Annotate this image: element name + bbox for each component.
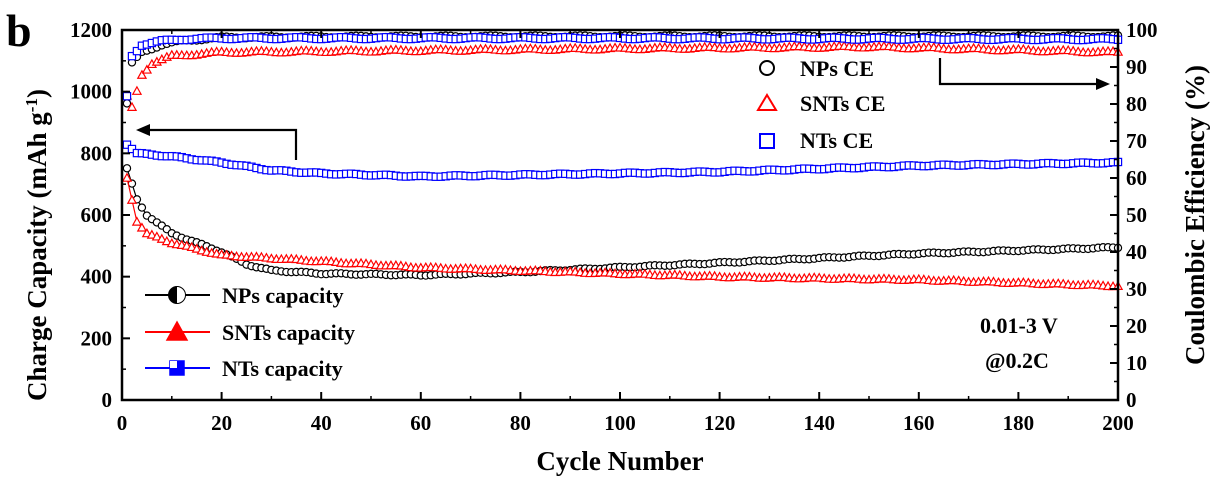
annotation-voltage: 0.01-3 V xyxy=(980,313,1058,338)
capacity-point xyxy=(131,216,143,226)
legend-cap-snts-label: SNTs capacity xyxy=(222,320,355,345)
ce-point xyxy=(136,69,148,79)
legend-ce: NPs CE SNTs CE NTs CE xyxy=(756,56,885,153)
legend-capacity: NPs capacity SNTs capacity NTs capacity xyxy=(145,283,355,381)
capacity-point xyxy=(122,140,132,149)
x-tick-label: 20 xyxy=(211,411,232,435)
ce-point xyxy=(127,51,137,61)
y-right-tick-label: 10 xyxy=(1126,351,1147,375)
x-axis-title: Cycle Number xyxy=(536,446,703,476)
capacity-point xyxy=(136,222,148,232)
y-left-tick-label: 0 xyxy=(102,388,113,412)
y-left-axis-title: Charge Capacity (mAh g-1) xyxy=(22,89,53,401)
capacity-series-1 xyxy=(121,172,1124,291)
x-tick-label: 40 xyxy=(311,411,332,435)
capacity-point xyxy=(191,243,202,253)
x-tick-label: 160 xyxy=(903,411,935,435)
capacity-point xyxy=(126,194,138,204)
y-right-tick-label: 50 xyxy=(1126,203,1147,227)
ce-series-2 xyxy=(122,33,1123,101)
x-tick-label: 100 xyxy=(604,411,636,435)
x-tick-label: 60 xyxy=(410,411,431,435)
capacity-point xyxy=(156,233,167,243)
y-left-tick-label: 200 xyxy=(81,326,113,350)
y-left-title-sup: -1 xyxy=(22,98,41,112)
capacity-point xyxy=(146,229,158,239)
legend-ce-nps-label: NPs CE xyxy=(800,56,874,81)
axis-ticks: 0 20 40 60 80 100 120 140 160 180 2000200400600800… xyxy=(70,18,1158,435)
capacity-point xyxy=(122,164,132,173)
right-axis-arrow xyxy=(938,58,1110,90)
y-left-tick-label: 1000 xyxy=(70,80,112,104)
capacity-point xyxy=(137,203,147,212)
capacity-point xyxy=(151,231,163,241)
capacity-series-2 xyxy=(122,140,1123,181)
y-right-tick-label: 30 xyxy=(1126,277,1147,301)
y-right-tick-label: 70 xyxy=(1126,129,1147,153)
legend-cap-nps-label: NPs capacity xyxy=(222,283,344,308)
y-right-tick-label: 80 xyxy=(1126,92,1147,116)
y-left-tick-label: 1200 xyxy=(70,18,112,42)
legend-ce-snts-marker xyxy=(756,93,778,111)
legend-ce-snts-label: SNTs CE xyxy=(800,91,885,116)
x-tick-label: 140 xyxy=(803,411,835,435)
legend-ce-nts-label: NTs CE xyxy=(800,128,873,153)
y-right-axis-title: Coulombic Efficiency (%) xyxy=(1180,65,1210,365)
panel-label: b xyxy=(6,5,32,56)
y-right-tick-label: 90 xyxy=(1126,55,1147,79)
y-right-tick-label: 100 xyxy=(1126,18,1158,42)
y-left-title-main: Charge Capacity (mAh g xyxy=(22,112,52,401)
legend-ce-nts-marker xyxy=(759,133,775,149)
ce-point xyxy=(126,101,138,111)
y-right-tick-label: 0 xyxy=(1126,388,1137,412)
ce-point xyxy=(132,46,142,56)
x-tick-label: 80 xyxy=(510,411,531,435)
y-left-tick-label: 600 xyxy=(81,203,113,227)
data-marks xyxy=(121,31,1124,291)
legend-cap-snts-marker xyxy=(165,320,189,341)
ce-series-1 xyxy=(121,40,1124,111)
x-tick-label: 120 xyxy=(704,411,736,435)
y-right-tick-label: 20 xyxy=(1126,314,1147,338)
ce-point xyxy=(131,85,143,95)
x-tick-label: 200 xyxy=(1102,411,1134,435)
annotation-rate: @0.2C xyxy=(985,348,1049,373)
left-axis-arrow xyxy=(136,124,298,160)
y-right-tick-label: 60 xyxy=(1126,166,1147,190)
ce-point xyxy=(141,64,153,74)
y-left-tick-label: 400 xyxy=(81,265,113,289)
ce-point xyxy=(122,99,132,108)
x-tick-label: 180 xyxy=(1003,411,1035,435)
y-left-tick-label: 800 xyxy=(81,141,113,165)
y-right-tick-label: 40 xyxy=(1126,240,1147,264)
ce-point xyxy=(122,92,132,101)
capacity-point xyxy=(161,235,172,246)
capacity-point xyxy=(186,241,197,252)
capacity-point xyxy=(121,172,133,182)
legend-cap-nts-label: NTs capacity xyxy=(222,356,343,381)
y-left-title-close: ) xyxy=(22,89,52,98)
x-tick-label: 0 xyxy=(117,411,128,435)
legend-ce-nps-marker xyxy=(759,60,775,76)
